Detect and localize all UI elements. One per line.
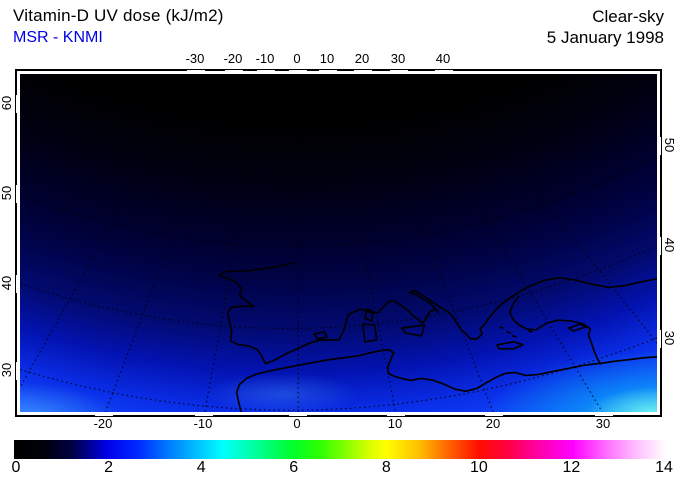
lat-tick-left (16, 185, 20, 203)
lon-tick-label-bottom: 10 (387, 416, 403, 431)
lat-tick-label-left: 60 (0, 95, 14, 111)
lat-tick-left (16, 362, 20, 380)
lon-tick-bottom (195, 412, 213, 416)
lon-tick-top (289, 70, 307, 74)
lat-tick-label-left: 30 (0, 362, 14, 378)
coast-europe (218, 261, 657, 365)
lon-tick-bottom (485, 412, 503, 416)
map-panel (15, 69, 662, 417)
figure-header-right: Clear-sky 5 January 1998 (547, 6, 664, 48)
lon-tick-label-top: 40 (435, 51, 451, 66)
island-crete (496, 340, 524, 350)
coastlines (218, 261, 657, 412)
island-mallorca (313, 331, 328, 340)
aegean-islands (499, 326, 533, 338)
colorbar-tick-label: 4 (196, 459, 206, 476)
lat-tick-left (16, 95, 20, 113)
lat-tick-label-left: 40 (0, 275, 14, 291)
colorbar (14, 440, 666, 459)
lon-tick-label-top: 30 (390, 51, 406, 66)
lat-tick-label-left: 50 (0, 185, 14, 201)
colorbar-tick-label: 14 (655, 459, 673, 476)
colorbar-tick-label: 8 (381, 459, 391, 476)
lon-tick-bottom (289, 412, 307, 416)
graticule-lines (20, 74, 657, 412)
coast-north-africa (235, 348, 657, 412)
island-cyprus (567, 323, 587, 332)
lon-tick-bottom (387, 412, 405, 416)
colorbar-tick-label: 0 (11, 459, 21, 476)
figure-title: Vitamin-D UV dose (kJ/m2) (13, 6, 224, 25)
lat-tick-right (657, 137, 661, 155)
lon-tick-top (435, 70, 453, 74)
lon-tick-label-bottom: 30 (595, 416, 611, 431)
condition-label: Clear-sky (592, 7, 664, 26)
date-label: 5 January 1998 (546, 28, 664, 47)
colorbar-tick-label: 2 (104, 459, 114, 476)
lon-tick-label-top: 0 (293, 51, 301, 66)
lon-tick-label-top: -30 (185, 51, 205, 66)
island-sardinia (362, 323, 378, 343)
lat-tick-left (16, 275, 20, 293)
lon-tick-top (390, 70, 408, 74)
lon-tick-label-bottom: 20 (485, 416, 501, 431)
uv-dose-field (16, 70, 661, 416)
lon-tick-bottom (95, 412, 113, 416)
lon-tick-label-top: -10 (255, 51, 275, 66)
colorbar-tick-label: 10 (469, 459, 488, 476)
coast-turkey-levant (509, 295, 602, 365)
lat-tick-label-right: 50 (662, 137, 677, 153)
lon-tick-label-bottom: 0 (293, 416, 301, 431)
lon-tick-top (319, 70, 337, 74)
lon-tick-top (187, 70, 205, 74)
lon-tick-top (225, 70, 243, 74)
colorbar-tick-label: 12 (562, 459, 581, 476)
island-corsica (363, 308, 374, 322)
lat-tick-right (657, 237, 661, 255)
lon-tick-label-top: 10 (319, 51, 335, 66)
lon-tick-bottom (595, 412, 613, 416)
figure-source-label: MSR - KNMI (13, 29, 103, 46)
lon-tick-top (354, 70, 372, 74)
lon-tick-label-top: -20 (223, 51, 243, 66)
lon-tick-label-top: 20 (354, 51, 370, 66)
island-sicily (400, 324, 426, 337)
lat-tick-label-right: 30 (662, 330, 677, 346)
lon-tick-label-bottom: -20 (93, 416, 113, 431)
lat-tick-label-right: 40 (662, 237, 677, 253)
colorbar-tick-label: 6 (289, 459, 299, 476)
lon-tick-top (257, 70, 275, 74)
lat-tick-right (657, 330, 661, 348)
lon-tick-label-bottom: -10 (193, 416, 213, 431)
coastlines-graticule-overlay (20, 74, 657, 412)
